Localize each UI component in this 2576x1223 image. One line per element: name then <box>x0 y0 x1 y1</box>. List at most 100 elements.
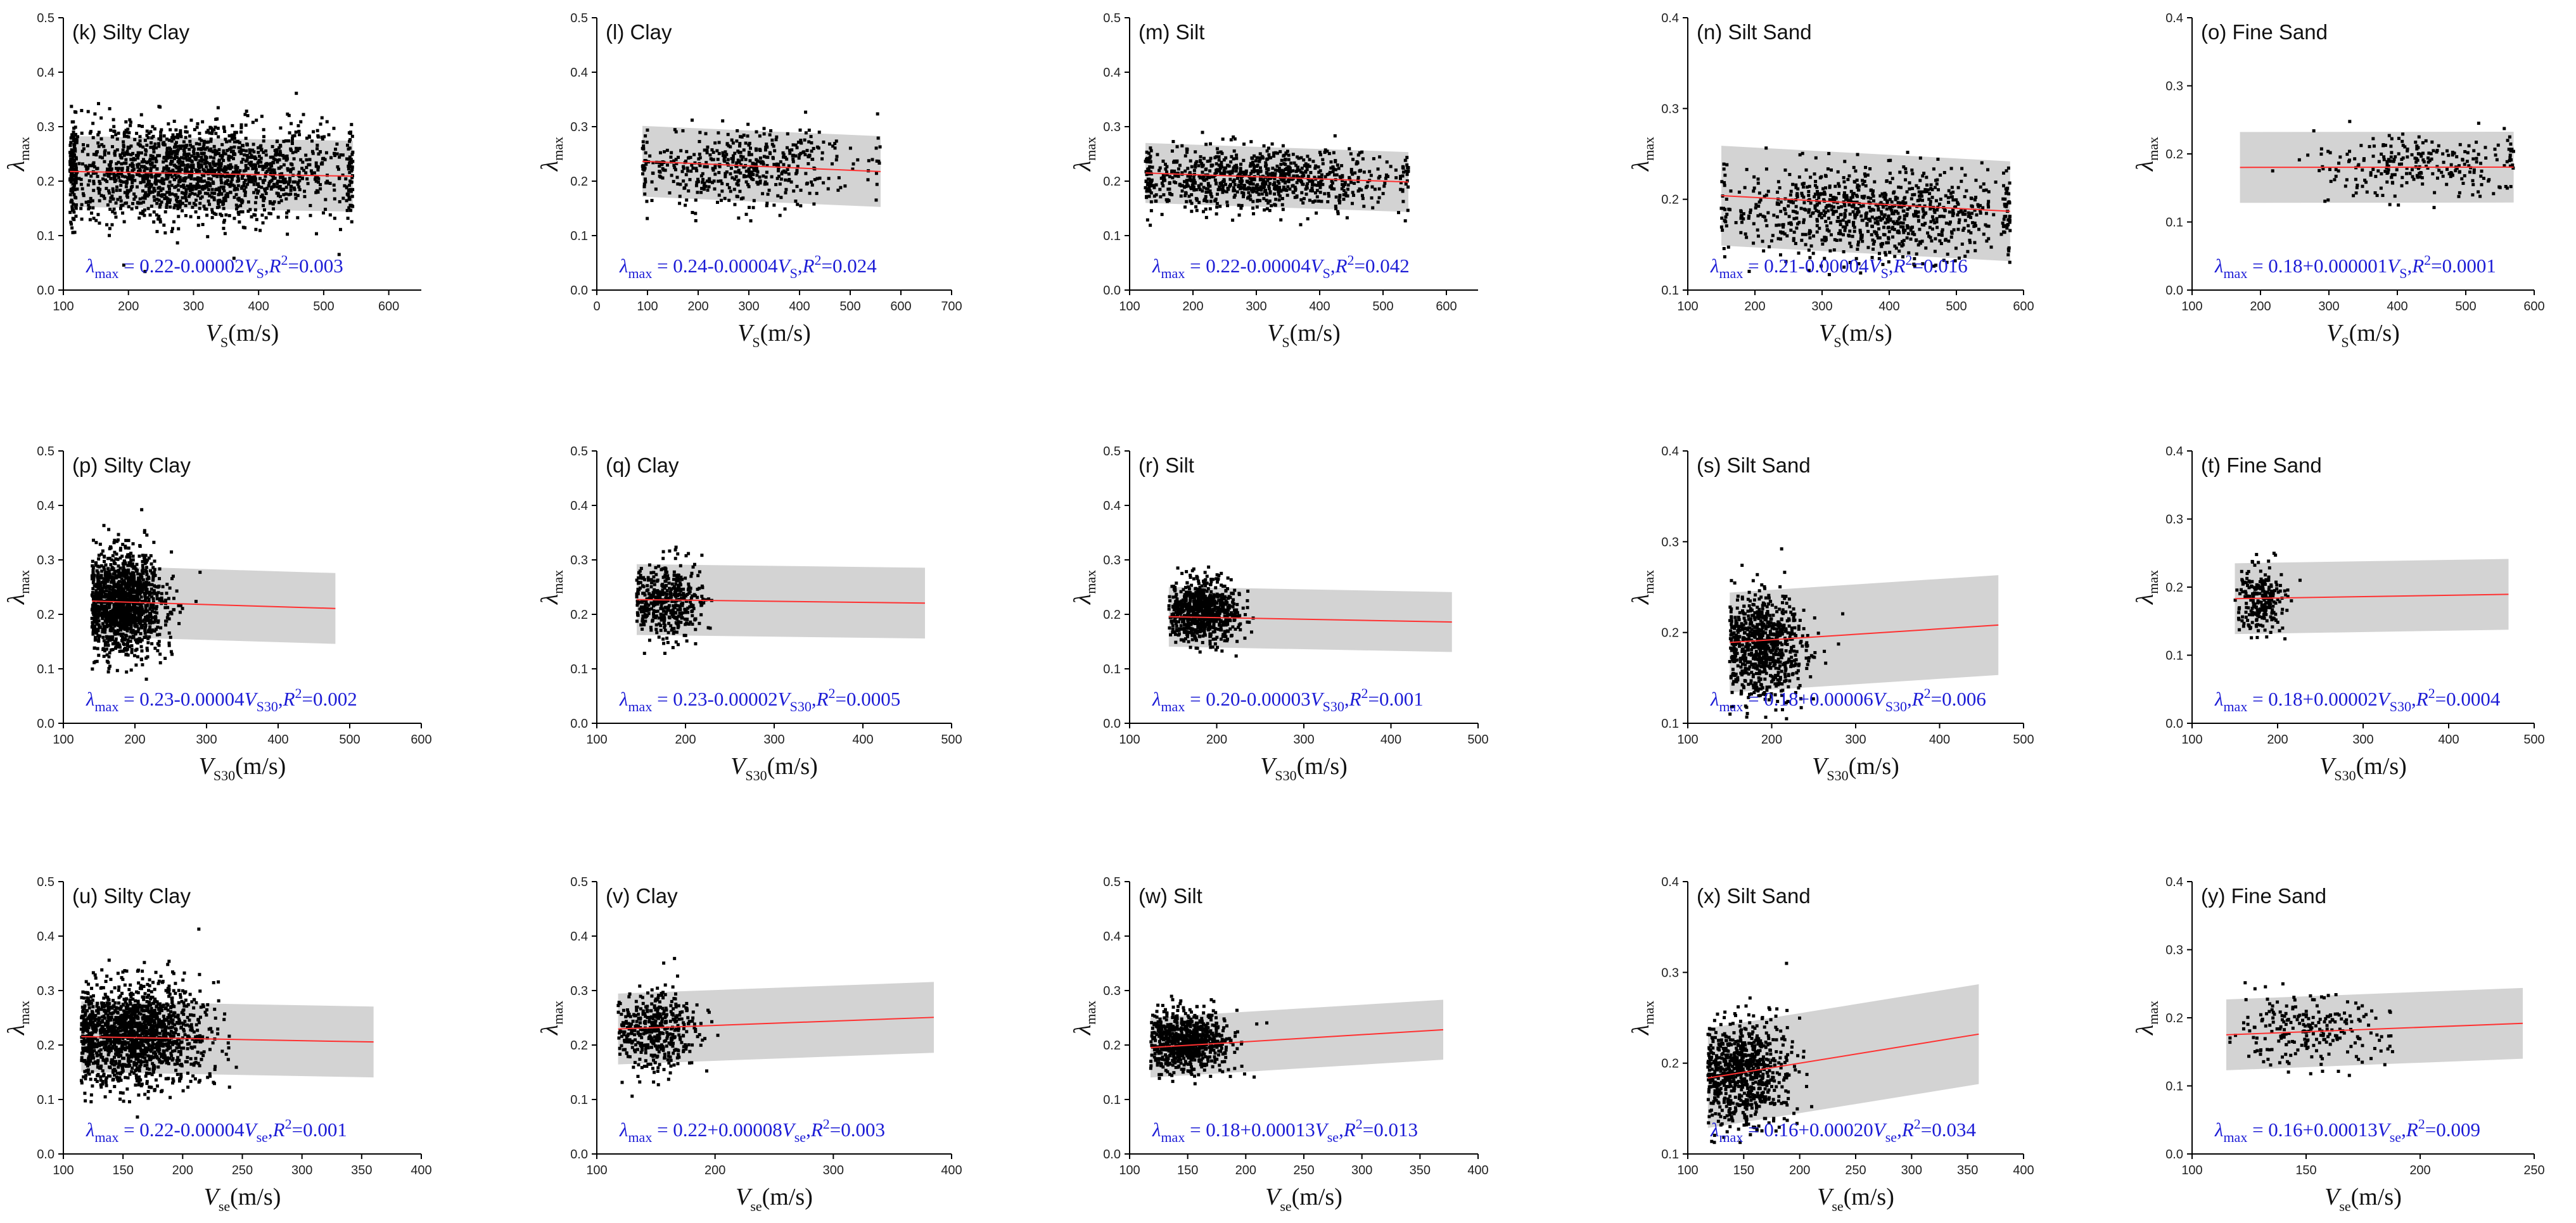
data-point <box>350 194 354 198</box>
data-point <box>348 146 352 150</box>
data-point <box>1929 183 1933 187</box>
data-point <box>1820 212 1823 215</box>
data-point <box>1911 232 1915 236</box>
data-point <box>208 203 212 206</box>
data-point <box>1887 260 1891 263</box>
data-point <box>1802 201 1806 205</box>
data-point <box>2369 173 2373 177</box>
data-point <box>1839 205 1843 209</box>
data-point <box>264 171 268 175</box>
data-point <box>223 170 227 174</box>
data-point <box>151 134 155 138</box>
data-point <box>241 158 245 162</box>
data-point <box>189 182 193 186</box>
data-point <box>1853 213 1857 217</box>
data-point <box>125 181 129 184</box>
data-point <box>214 117 218 121</box>
data-point <box>1305 168 1309 172</box>
data-point <box>99 116 103 120</box>
data-point <box>1892 227 1896 231</box>
data-point <box>118 153 122 157</box>
data-point <box>188 201 191 205</box>
data-point <box>1980 161 1984 165</box>
data-point <box>136 165 139 169</box>
data-point <box>294 150 298 154</box>
data-point <box>176 165 180 169</box>
data-point <box>122 620 125 624</box>
data-point <box>1908 187 1911 191</box>
data-point <box>723 196 727 200</box>
data-point <box>684 173 688 177</box>
data-point <box>791 157 795 161</box>
data-point <box>1294 188 1298 192</box>
data-point <box>1920 190 1924 194</box>
data-point <box>155 230 159 234</box>
data-point <box>706 188 710 192</box>
data-point <box>2509 142 2513 146</box>
data-point <box>1161 184 1165 187</box>
data-point <box>103 643 107 647</box>
data-point <box>2435 176 2439 180</box>
data-point <box>292 157 296 161</box>
data-point <box>1288 187 1292 191</box>
data-point <box>1833 196 1837 200</box>
data-point <box>108 576 112 580</box>
data-point <box>2416 158 2420 162</box>
data-point <box>755 148 758 152</box>
data-point <box>310 172 314 176</box>
data-point <box>1842 191 1846 195</box>
data-point <box>1883 191 1887 195</box>
data-point <box>2005 189 2009 193</box>
data-point <box>291 151 295 155</box>
y-tick-label: 0.5 <box>1103 11 1121 25</box>
data-point <box>1239 182 1243 186</box>
data-point <box>780 172 784 175</box>
data-point <box>336 167 340 171</box>
x-tick-label: 600 <box>378 300 399 314</box>
data-point <box>2437 168 2441 172</box>
data-point <box>268 167 272 171</box>
data-point <box>1277 193 1280 196</box>
data-point <box>1986 203 1990 206</box>
data-point <box>1818 214 1821 218</box>
data-point <box>1865 214 1868 218</box>
data-point <box>1191 181 1195 185</box>
data-point <box>155 213 158 217</box>
data-point <box>2412 177 2416 181</box>
data-point <box>85 167 89 171</box>
data-point <box>2353 157 2357 161</box>
data-point <box>1202 178 1206 182</box>
data-point <box>878 145 882 149</box>
data-point <box>1926 231 1930 235</box>
data-point <box>1940 230 1944 234</box>
data-point <box>1179 194 1183 198</box>
data-point <box>183 144 187 148</box>
data-point <box>258 177 262 181</box>
data-point <box>1332 187 1336 191</box>
data-point <box>1317 181 1320 184</box>
data-point <box>1792 231 1796 234</box>
data-point <box>2461 158 2464 162</box>
data-point <box>114 215 118 219</box>
data-point <box>1384 177 1387 181</box>
data-point <box>1300 191 1304 194</box>
data-point <box>71 164 75 168</box>
data-point <box>2503 164 2506 168</box>
data-point <box>1951 198 1955 202</box>
data-point <box>1228 182 1232 186</box>
data-point <box>148 213 152 217</box>
data-point <box>2352 194 2356 198</box>
data-point <box>787 148 791 152</box>
data-point <box>2511 163 2515 167</box>
data-point <box>135 132 139 136</box>
data-point <box>192 201 196 205</box>
data-point <box>1291 169 1295 173</box>
data-point <box>271 161 275 165</box>
data-point <box>92 165 96 168</box>
data-point <box>1851 195 1854 199</box>
data-point <box>1338 194 1342 198</box>
data-point <box>105 223 109 227</box>
data-point <box>232 257 236 260</box>
data-point <box>323 158 327 162</box>
